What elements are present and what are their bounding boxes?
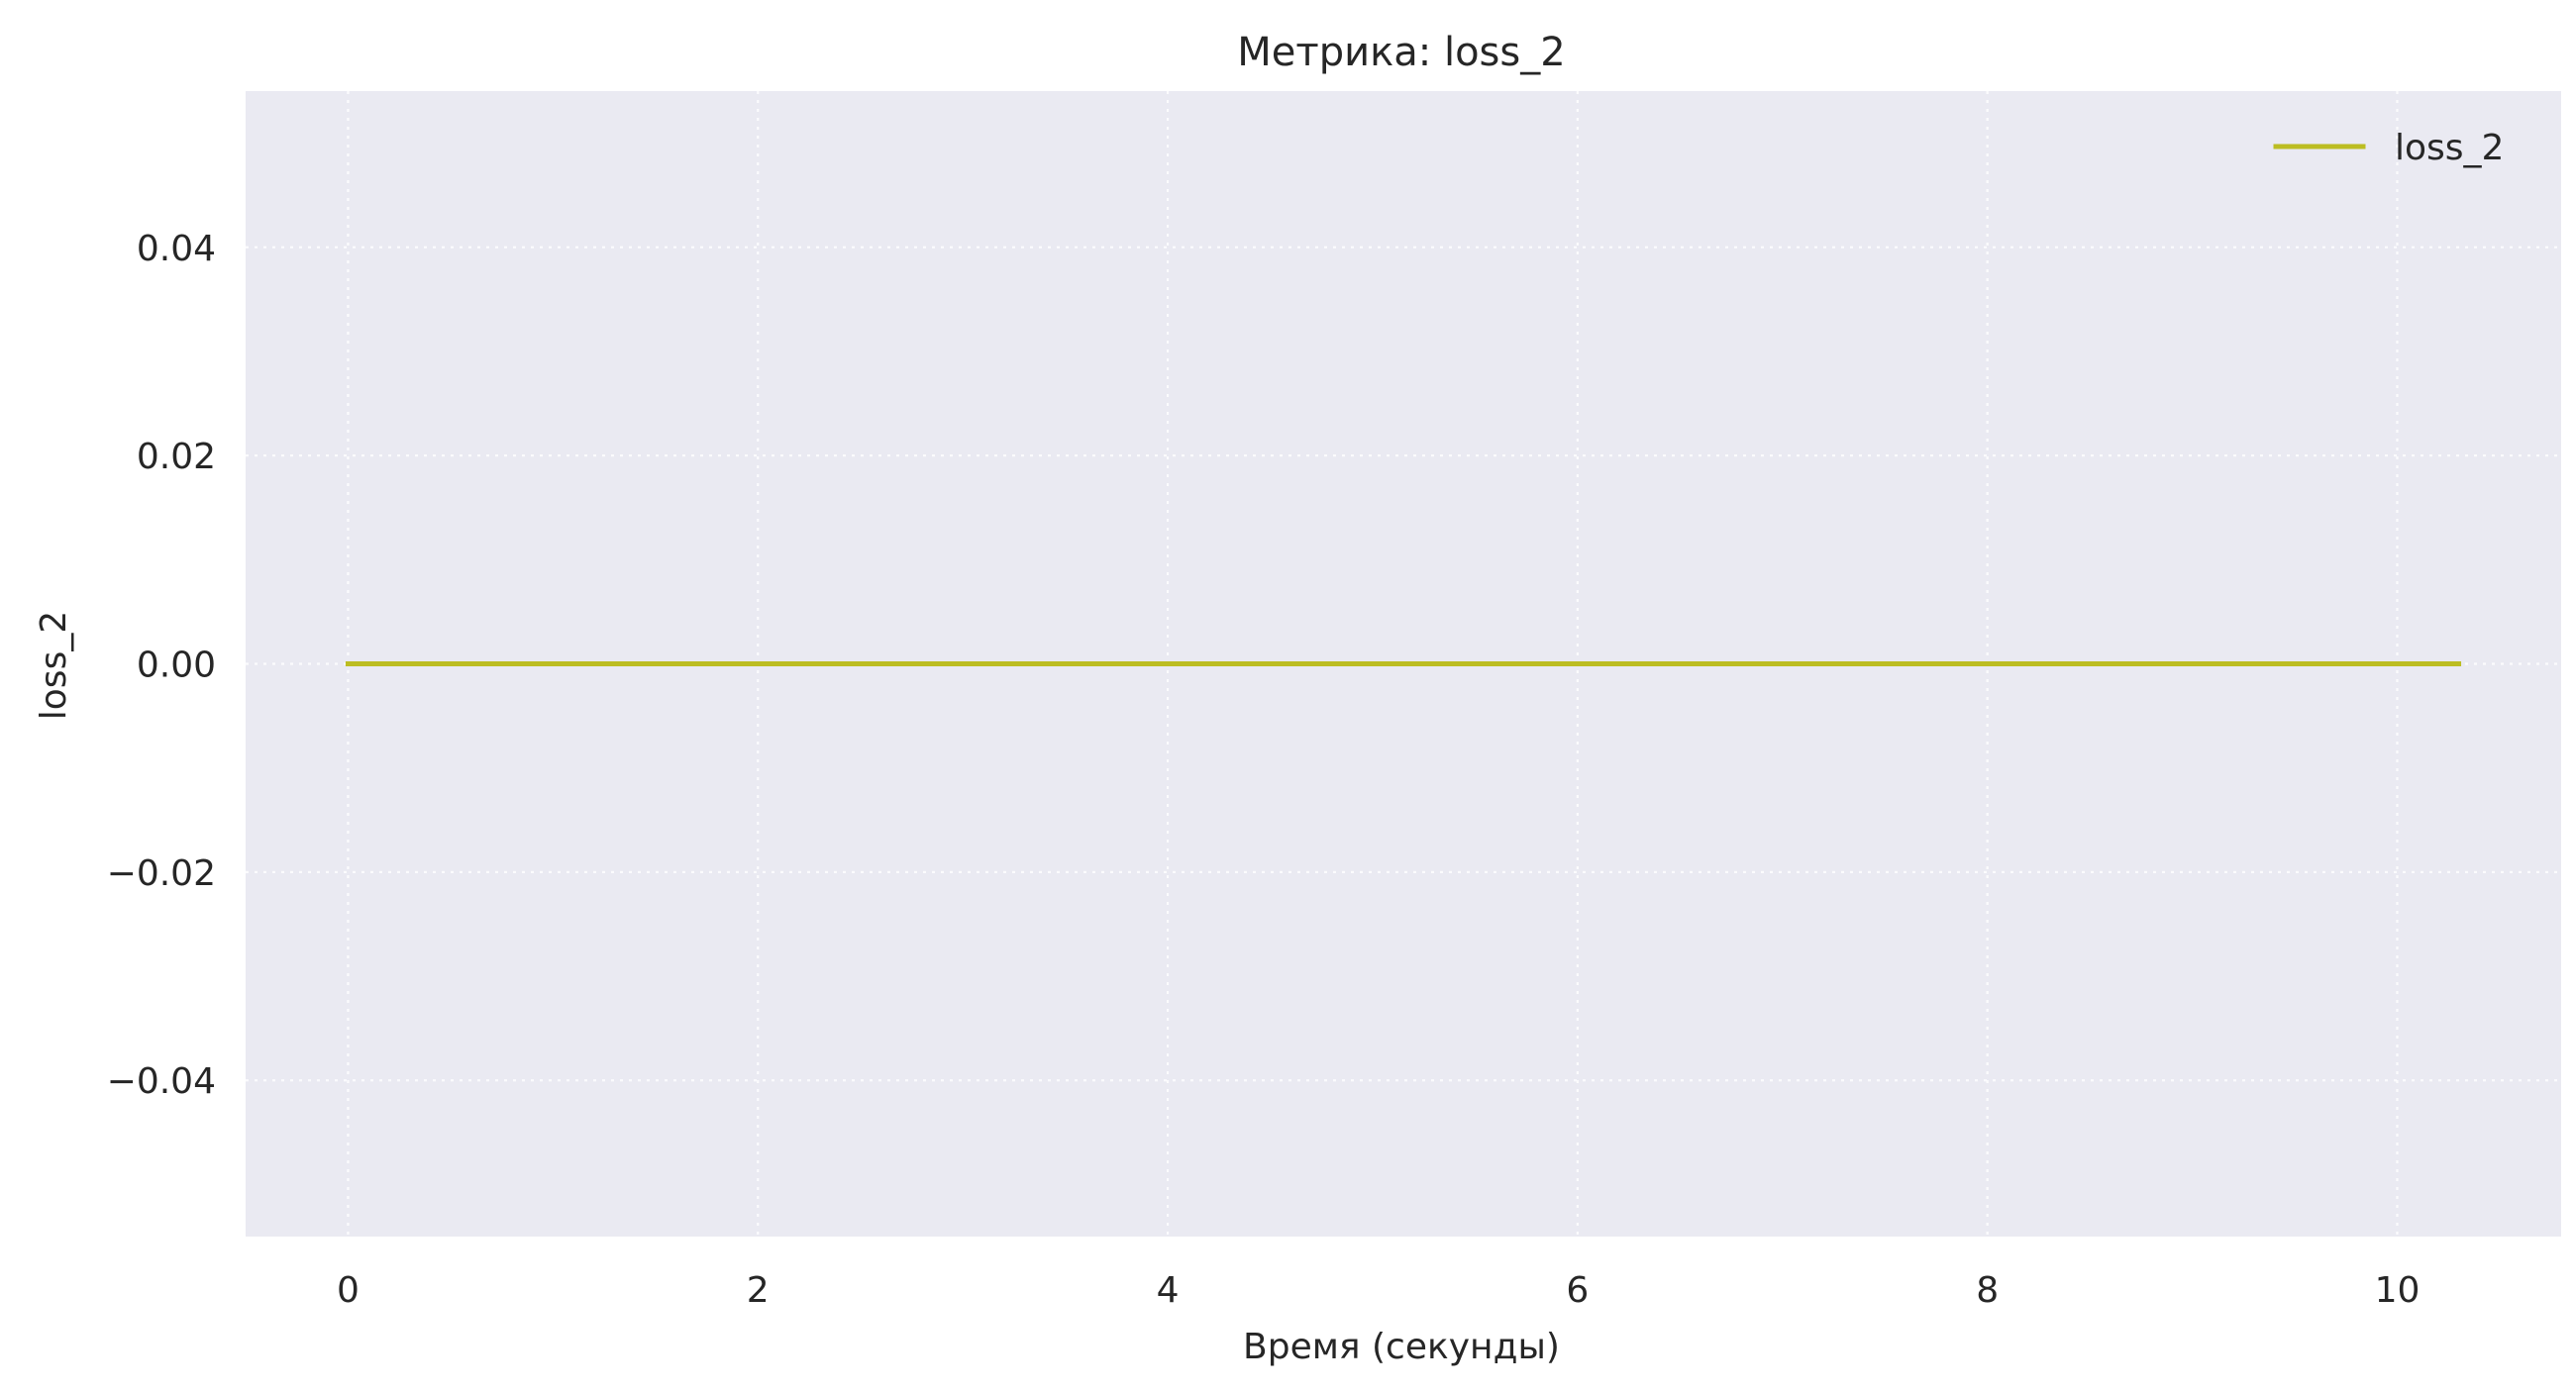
y-tick-label: −0.04 — [107, 1061, 216, 1102]
legend: loss_2 — [2273, 128, 2504, 168]
y-tick-label: −0.02 — [107, 853, 216, 894]
y-tick-labels: 0.04 0.02 0.00 −0.02 −0.04 — [107, 229, 216, 1102]
x-tick-label: 8 — [1976, 1270, 1999, 1311]
x-axis-label: Время (секунды) — [1243, 1327, 1560, 1367]
y-tick-label: 0.00 — [137, 646, 216, 686]
x-tick-label: 0 — [337, 1270, 360, 1311]
y-tick-label: 0.04 — [137, 229, 216, 269]
legend-label-loss_2: loss_2 — [2395, 128, 2504, 168]
y-tick-label: 0.02 — [137, 437, 216, 477]
x-tick-labels: 0 2 4 6 8 10 — [337, 1270, 2420, 1311]
chart-title: Метрика: loss_2 — [1237, 30, 1565, 75]
y-axis-label: loss_2 — [34, 611, 74, 720]
x-tick-label: 2 — [747, 1270, 770, 1311]
x-tick-label: 4 — [1157, 1270, 1180, 1311]
x-tick-label: 6 — [1566, 1270, 1589, 1311]
x-tick-label: 10 — [2375, 1270, 2421, 1311]
